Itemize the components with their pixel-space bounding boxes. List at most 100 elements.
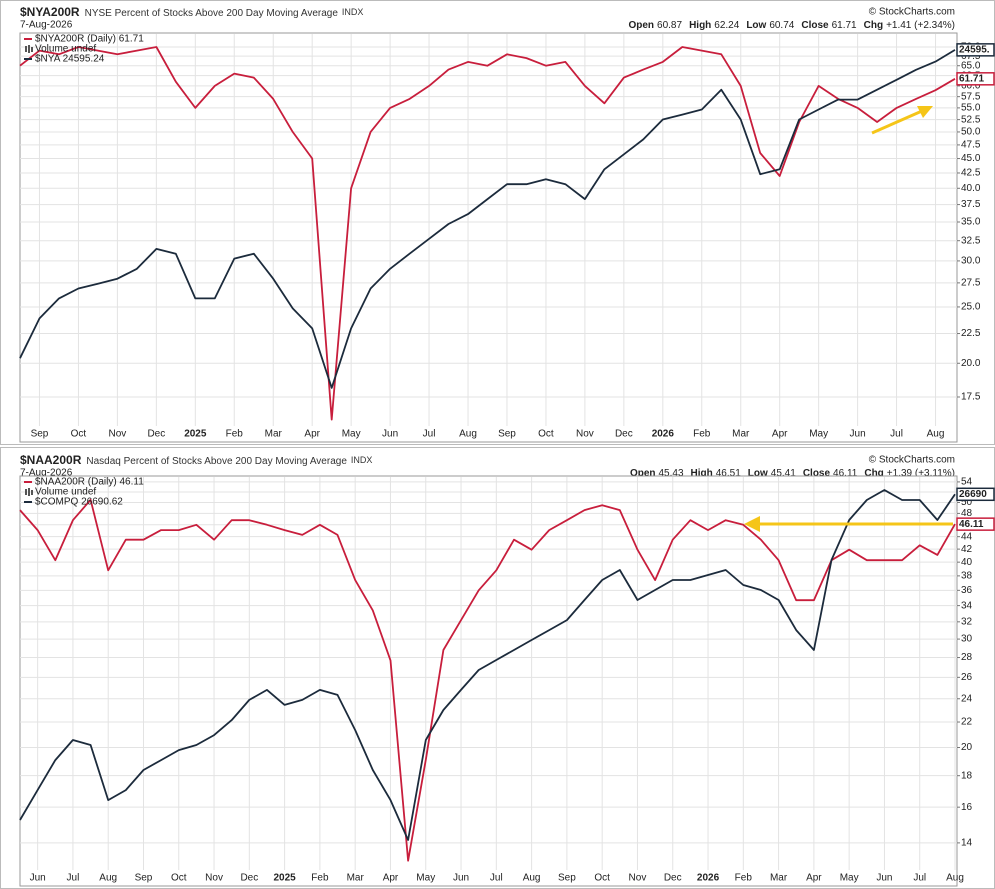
- chart-subtitle: NYSE Percent of Stocks Above 200 Day Mov…: [85, 8, 339, 19]
- chart-date: 7-Aug-2026: [20, 20, 73, 31]
- y-tick-label: 16: [961, 802, 973, 813]
- watermark: © StockCharts.com: [869, 7, 955, 18]
- y-tick-label: 52.5: [961, 114, 981, 125]
- x-tick-label: Mar: [265, 429, 283, 440]
- legend-swatch: [25, 489, 27, 495]
- quote-label: Low: [748, 468, 768, 479]
- y-tick-label: 42: [961, 544, 973, 555]
- legend-label: Volume undef: [35, 487, 96, 498]
- x-tick-label: 2025: [184, 429, 207, 440]
- x-tick-label: Feb: [693, 429, 711, 440]
- x-tick-label: Jun: [382, 429, 398, 440]
- quote-value: 45.43: [659, 468, 684, 479]
- exchange: INDX: [351, 455, 373, 465]
- quote-label: Close: [801, 20, 829, 31]
- last-value-label: 26690: [959, 489, 987, 500]
- y-tick-label: 45.0: [961, 153, 981, 164]
- legend-label: $NYA200R (Daily) 61.71: [35, 34, 144, 45]
- x-tick-label: Mar: [770, 873, 788, 884]
- y-tick-label: 25.0: [961, 302, 981, 313]
- x-tick-label: 2026: [652, 429, 675, 440]
- x-tick-label: Jul: [423, 429, 436, 440]
- y-tick-label: 26: [961, 672, 973, 683]
- quote-value: 60.74: [769, 20, 794, 31]
- x-tick-label: Apr: [806, 873, 822, 884]
- x-tick-label: Jul: [890, 429, 903, 440]
- x-tick-label: May: [809, 429, 828, 440]
- quote-value: 60.87: [657, 20, 682, 31]
- x-tick-label: Aug: [99, 873, 117, 884]
- y-tick-label: 32.5: [961, 235, 981, 246]
- y-tick-label: 14: [961, 838, 973, 849]
- y-tick-label: 32: [961, 616, 973, 627]
- x-tick-label: Feb: [311, 873, 329, 884]
- x-tick-label: Feb: [226, 429, 244, 440]
- x-tick-label: Sep: [31, 429, 49, 440]
- x-tick-label: Dec: [664, 873, 682, 884]
- legend-label: $COMPQ 26690.62: [35, 497, 123, 508]
- quote-value: 61.71: [832, 20, 857, 31]
- last-value-box: [956, 43, 995, 57]
- x-tick-label: Nov: [629, 873, 647, 884]
- x-tick-label: Sep: [135, 873, 153, 884]
- chart-header: $NYA200R NYSE Percent of Stocks Above 200…: [20, 5, 363, 19]
- y-tick-label: 55.0: [961, 103, 981, 114]
- last-value-label: 46.11: [959, 519, 984, 530]
- y-tick-label: 22: [961, 717, 973, 728]
- y-tick-label: 57.5: [961, 91, 981, 102]
- x-tick-label: Sep: [558, 873, 576, 884]
- quote-label: Chg: [864, 468, 883, 479]
- x-tick-label: Oct: [538, 429, 554, 440]
- x-tick-label: Jun: [30, 873, 46, 884]
- y-tick-label: 18: [961, 770, 973, 781]
- x-tick-label: 2025: [273, 873, 296, 884]
- last-value-label: 24595.: [959, 44, 990, 55]
- x-tick-label: Aug: [459, 429, 477, 440]
- x-tick-label: Dec: [147, 429, 165, 440]
- x-tick-label: May: [342, 429, 361, 440]
- x-tick-label: Aug: [946, 873, 964, 884]
- y-tick-label: 24: [961, 693, 973, 704]
- chart-title: $NAA200R: [20, 453, 82, 467]
- quote-value: 46.11: [833, 468, 858, 479]
- arrow-head: [744, 516, 760, 532]
- x-tick-label: Jun: [850, 429, 866, 440]
- y-tick-label: 40: [961, 557, 973, 568]
- y-tick-label: 50.0: [961, 127, 981, 138]
- annotations: 61.71 24595. 46.11 26690: [744, 43, 995, 532]
- legend-swatch: [28, 45, 30, 53]
- y-tick-label: 35.0: [961, 217, 981, 228]
- y-tick-label: 20.0: [961, 358, 981, 369]
- x-tick-label: Dec: [615, 429, 633, 440]
- x-tick-label: Jul: [913, 873, 926, 884]
- quote-label: Open: [628, 20, 654, 31]
- legend-label: Volume undef: [35, 44, 96, 55]
- x-tick-label: Jul: [67, 873, 80, 884]
- quote-label: High: [691, 468, 713, 479]
- x-tick-label: May: [416, 873, 435, 884]
- x-tick-label: Oct: [71, 429, 87, 440]
- x-tick-label: Feb: [735, 873, 753, 884]
- legend-label: $NAA200R (Daily) 46.11: [35, 477, 144, 488]
- x-tick-label: Nov: [108, 429, 126, 440]
- y-tick-label: 54: [961, 477, 973, 488]
- legend-swatch: [31, 490, 33, 495]
- quote-value: 46.51: [716, 468, 741, 479]
- y-tick-label: 20: [961, 742, 973, 753]
- quote: Open 60.87 High 62.24 Low 60.74 Close 61.71 Chg +…: [628, 20, 955, 31]
- quote-label: High: [689, 20, 711, 31]
- x-tick-label: Nov: [205, 873, 223, 884]
- quote-value: +1.39 (+3.11%): [887, 468, 955, 479]
- x-tick-label: May: [840, 873, 859, 884]
- y-tick-label: 44: [961, 531, 973, 542]
- plot-area: [19, 475, 958, 887]
- last-value-label: 61.71: [959, 73, 984, 84]
- watermark: © StockCharts.com: [869, 455, 955, 466]
- x-tick-label: Jun: [876, 873, 892, 884]
- y-tick-label: 27.5: [961, 278, 981, 289]
- y-tick-label: 36: [961, 585, 973, 596]
- y-tick-label: 50: [961, 497, 973, 508]
